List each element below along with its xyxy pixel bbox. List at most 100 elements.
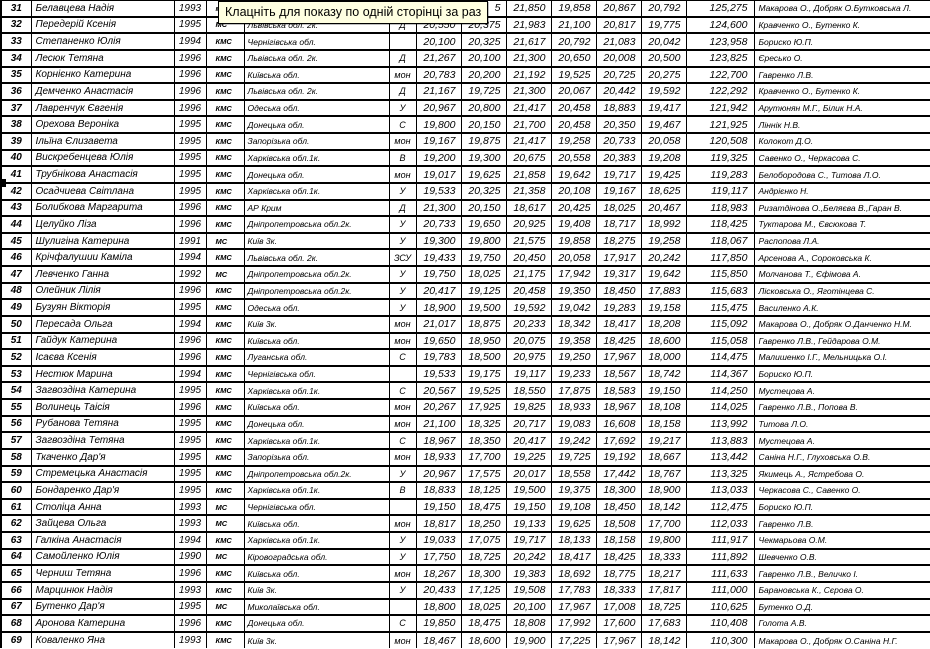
birth-year-cell[interactable]: 1996 xyxy=(173,398,206,416)
score-cell-2[interactable]: 18,025 xyxy=(460,265,506,283)
row-number-cell[interactable]: 39 xyxy=(0,132,31,150)
athlete-name-cell[interactable]: Ткаченко Дар'я xyxy=(30,447,174,466)
score-cell-3[interactable]: 20,975 xyxy=(505,348,551,366)
rank-cell[interactable]: КМС xyxy=(205,181,244,200)
region-cell[interactable]: Чернігівська обл. xyxy=(243,32,389,50)
rank-cell[interactable]: КМС xyxy=(205,115,244,133)
score-cell-5[interactable]: 18,425 xyxy=(595,331,641,350)
birth-year-cell[interactable]: 1993 xyxy=(173,514,206,532)
score-cell-5[interactable]: 18,717 xyxy=(595,215,641,233)
row-number-cell[interactable]: 56 xyxy=(0,414,31,433)
score-cell-4[interactable]: 20,108 xyxy=(550,181,596,200)
score-cell-3[interactable]: 18,617 xyxy=(505,198,551,217)
birth-year-cell[interactable]: 1996 xyxy=(173,614,206,632)
score-cell-6[interactable]: 18,742 xyxy=(640,364,686,383)
score-cell-2[interactable]: 18,250 xyxy=(460,514,506,532)
score-cell-6[interactable]: 19,258 xyxy=(640,231,686,250)
score-cell-6[interactable]: 20,042 xyxy=(640,32,686,50)
rank-cell[interactable]: КМС xyxy=(205,564,244,582)
total-score-cell[interactable]: 121,942 xyxy=(685,98,754,117)
score-cell-6[interactable]: 20,058 xyxy=(640,132,686,150)
score-cell-4[interactable]: 19,408 xyxy=(550,215,596,233)
score-cell-4[interactable]: 17,783 xyxy=(550,580,596,599)
rank-cell[interactable]: КМС xyxy=(205,215,244,233)
athlete-name-cell[interactable]: Коваленко Яна xyxy=(30,630,174,649)
score-cell-1[interactable]: 19,850 xyxy=(415,614,461,632)
score-cell-3[interactable]: 20,017 xyxy=(505,464,551,483)
coaches-cell[interactable]: Саніна Н.Г., Глуховська О.В. xyxy=(753,447,930,466)
coaches-cell[interactable]: Ризатдінова О.,Беляєва В.,Гаран В. xyxy=(753,198,930,217)
total-score-cell[interactable]: 115,092 xyxy=(685,314,754,333)
score-cell-4[interactable]: 20,792 xyxy=(550,32,596,50)
score-cell-2[interactable]: 20,325 xyxy=(460,32,506,50)
coaches-cell[interactable]: Кравченко О., Бутенко К. xyxy=(753,15,930,34)
rank-cell[interactable]: КМС xyxy=(205,364,244,383)
team-cell[interactable]: У xyxy=(388,580,416,599)
score-cell-3[interactable]: 20,717 xyxy=(505,414,551,433)
birth-year-cell[interactable]: 1995 xyxy=(173,447,206,466)
row-number-cell[interactable]: 57 xyxy=(0,431,31,449)
row-number-cell[interactable]: 45 xyxy=(0,231,31,250)
rank-cell[interactable]: КМС xyxy=(205,198,244,217)
total-score-cell[interactable]: 123,825 xyxy=(685,48,754,67)
rank-cell[interactable]: КМС xyxy=(205,132,244,150)
coaches-cell[interactable]: Белобородова С., Титова Л.О. xyxy=(753,165,930,183)
row-number-cell[interactable]: 46 xyxy=(0,248,31,266)
total-score-cell[interactable]: 122,292 xyxy=(685,82,754,100)
score-cell-3[interactable]: 19,900 xyxy=(505,630,551,649)
coaches-cell[interactable]: Бориско Ю.П. xyxy=(753,497,930,516)
coaches-cell[interactable]: Колокот Д.О. xyxy=(753,132,930,150)
score-cell-4[interactable]: 17,942 xyxy=(550,265,596,283)
athlete-name-cell[interactable]: Белавцева Надія xyxy=(30,0,174,17)
score-cell-4[interactable]: 19,233 xyxy=(550,364,596,383)
score-cell-1[interactable]: 19,533 xyxy=(415,364,461,383)
team-cell[interactable]: Д xyxy=(388,198,416,217)
total-score-cell[interactable]: 110,300 xyxy=(685,630,754,649)
score-cell-5[interactable]: 20,383 xyxy=(595,148,641,167)
total-score-cell[interactable]: 125,275 xyxy=(685,0,754,17)
athlete-name-cell[interactable]: Зайцева Ольга xyxy=(30,514,174,532)
coaches-cell[interactable]: Ліннік Н.В. xyxy=(753,115,930,133)
rank-cell[interactable]: КМС xyxy=(205,431,244,449)
birth-year-cell[interactable]: 1996 xyxy=(173,82,206,100)
birth-year-cell[interactable]: 1993 xyxy=(173,580,206,599)
score-cell-3[interactable]: 19,717 xyxy=(505,531,551,549)
row-number-cell[interactable]: 63 xyxy=(0,531,31,549)
team-cell[interactable]: У xyxy=(388,464,416,483)
total-score-cell[interactable]: 115,475 xyxy=(685,298,754,316)
region-cell[interactable]: Донецька обл. xyxy=(243,614,389,632)
athlete-name-cell[interactable]: Століца Анна xyxy=(30,497,174,516)
rank-cell[interactable]: КМС xyxy=(205,148,244,167)
region-cell[interactable]: Харківська обл.1к. xyxy=(243,531,389,549)
total-score-cell[interactable]: 123,958 xyxy=(685,32,754,50)
row-number-cell[interactable]: 37 xyxy=(0,98,31,117)
score-cell-6[interactable]: 20,467 xyxy=(640,198,686,217)
score-cell-5[interactable]: 18,275 xyxy=(595,231,641,250)
birth-year-cell[interactable]: 1995 xyxy=(173,414,206,433)
score-cell-1[interactable]: 20,567 xyxy=(415,381,461,399)
score-cell-3[interactable]: 20,450 xyxy=(505,248,551,266)
score-cell-2[interactable]: 19,500 xyxy=(460,298,506,316)
athlete-name-cell[interactable]: Шулигіна Катерина xyxy=(30,231,174,250)
row-number-cell[interactable]: 43 xyxy=(0,198,31,217)
athlete-name-cell[interactable]: Марцинюк Надія xyxy=(30,580,174,599)
coaches-cell[interactable]: Макарова О., Добряк О.Данченко Н.М. xyxy=(753,314,930,333)
team-cell[interactable]: У xyxy=(388,98,416,117)
score-cell-6[interactable]: 17,700 xyxy=(640,514,686,532)
score-cell-2[interactable]: 17,925 xyxy=(460,398,506,416)
birth-year-cell[interactable]: 1995 xyxy=(173,298,206,316)
score-cell-3[interactable]: 19,117 xyxy=(505,364,551,383)
score-cell-6[interactable]: 19,467 xyxy=(640,115,686,133)
team-cell[interactable]: Д xyxy=(388,82,416,100)
row-number-cell[interactable]: 40 xyxy=(0,148,31,167)
score-cell-6[interactable]: 18,667 xyxy=(640,447,686,466)
team-cell[interactable]: мон xyxy=(388,514,416,532)
region-cell[interactable]: Донецька обл. xyxy=(243,115,389,133)
score-cell-1[interactable]: 18,467 xyxy=(415,630,461,649)
team-cell[interactable] xyxy=(388,497,416,516)
row-number-cell[interactable]: 69 xyxy=(0,630,31,649)
score-cell-5[interactable]: 18,450 xyxy=(595,281,641,300)
athlete-name-cell[interactable]: Гайдук Катерина xyxy=(30,331,174,350)
total-score-cell[interactable]: 111,892 xyxy=(685,547,754,566)
score-cell-6[interactable]: 19,208 xyxy=(640,148,686,167)
